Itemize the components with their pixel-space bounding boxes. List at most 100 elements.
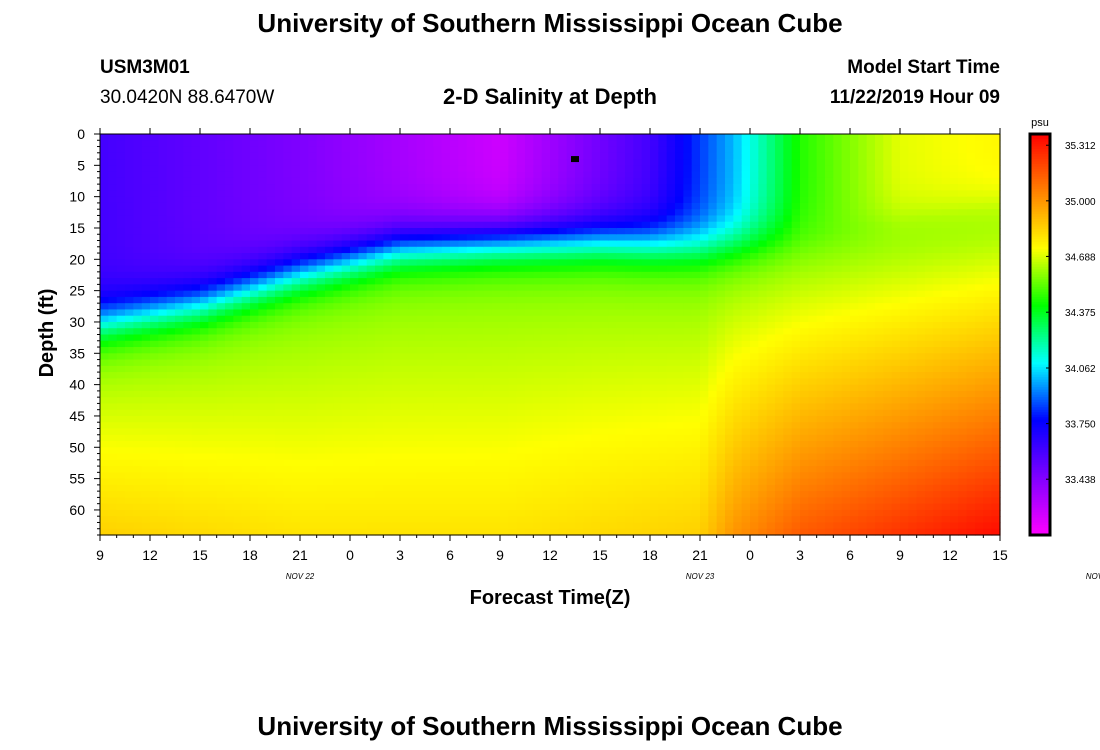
heatmap-cell: [591, 303, 601, 311]
heatmap-cell: [716, 340, 726, 348]
heatmap-cell: [233, 321, 243, 329]
heatmap-cell: [366, 497, 376, 505]
heatmap-cell: [158, 253, 168, 260]
heatmap-cell: [308, 184, 318, 191]
heatmap-cell: [616, 184, 626, 191]
heatmap-cell: [175, 503, 184, 511]
heatmap-cell: [583, 271, 593, 279]
heatmap-cell: [458, 528, 468, 536]
heatmap-cell: [550, 321, 559, 329]
heatmap-cell: [341, 240, 351, 248]
heatmap-cell: [516, 409, 526, 417]
heatmap-cell: [233, 209, 243, 217]
heatmap-cell: [166, 478, 176, 486]
heatmap-cell: [566, 447, 576, 455]
heatmap-cell: [475, 334, 484, 342]
heatmap-cell: [216, 422, 226, 430]
heatmap-cell: [116, 146, 126, 154]
heatmap-cell: [208, 334, 218, 342]
heatmap-cell: [208, 196, 218, 204]
heatmap-cell: [458, 353, 468, 361]
heatmap-cell: [125, 491, 134, 499]
heatmap-cell: [116, 253, 126, 260]
heatmap-cell: [683, 171, 693, 179]
heatmap-cell: [433, 384, 443, 392]
heatmap-cell: [308, 171, 318, 179]
heatmap-cell: [433, 190, 443, 198]
heatmap-cell: [183, 246, 193, 254]
heatmap-cell: [125, 278, 134, 285]
heatmap-cell: [708, 253, 718, 260]
heatmap-cell: [141, 509, 151, 517]
heatmap-cell: [108, 209, 118, 217]
heatmap-cell: [516, 271, 526, 279]
heatmap-cell: [516, 503, 526, 511]
heatmap-cell: [283, 284, 293, 292]
heatmap-cell: [250, 372, 259, 379]
heatmap-cell: [558, 215, 568, 223]
heatmap-cell: [441, 390, 451, 398]
heatmap-cell: [591, 321, 601, 329]
heatmap-cell: [625, 347, 634, 354]
heatmap-cell: [516, 215, 526, 223]
heatmap-cell: [641, 503, 651, 511]
heatmap-cell: [466, 259, 476, 267]
heatmap-cell: [541, 259, 551, 267]
heatmap-cell: [175, 522, 184, 530]
heatmap-cell: [575, 409, 584, 417]
heatmap-cell: [591, 290, 601, 298]
heatmap-cell: [533, 347, 543, 354]
heatmap-cell: [333, 497, 343, 505]
heatmap-cell: [625, 491, 634, 499]
heatmap-cell: [516, 234, 526, 242]
heatmap-cell: [266, 134, 276, 141]
heatmap-cell: [658, 303, 668, 311]
heatmap-cell: [458, 522, 468, 530]
heatmap-cell: [125, 227, 134, 235]
heatmap-cell: [208, 497, 218, 505]
heatmap-cell: [291, 497, 301, 505]
heatmap-cell: [466, 284, 476, 292]
heatmap-cell: [675, 265, 684, 273]
heatmap-cell: [641, 415, 651, 423]
heatmap-cell: [733, 177, 743, 185]
heatmap-cell: [158, 171, 168, 179]
heatmap-cell: [258, 340, 268, 348]
heatmap-cell: [508, 428, 518, 436]
heatmap-cell: [100, 484, 109, 492]
heatmap-cell: [666, 271, 676, 279]
heatmap-cell: [225, 271, 234, 279]
heatmap-cell: [575, 315, 584, 323]
heatmap-cell: [175, 478, 184, 486]
heatmap-cell: [191, 284, 201, 292]
heatmap-cell: [383, 284, 393, 292]
heatmap-cell: [291, 347, 301, 354]
heatmap-cell: [516, 422, 526, 430]
heatmap-cell: [225, 221, 234, 229]
heatmap-cell: [208, 271, 218, 279]
heatmap-cell: [633, 447, 643, 455]
heatmap-cell: [150, 403, 159, 411]
heatmap-cell: [408, 296, 418, 304]
heatmap-cell: [416, 246, 426, 254]
heatmap-cell: [316, 409, 326, 417]
heatmap-cell: [566, 234, 576, 242]
heatmap-cell: [591, 390, 601, 398]
heatmap-cell: [308, 265, 318, 273]
heatmap-cell: [233, 227, 243, 235]
heatmap-cell: [216, 209, 226, 217]
heatmap-cell: [400, 384, 409, 392]
heatmap-cell: [158, 422, 168, 430]
heatmap-cell: [741, 522, 751, 530]
heatmap-cell: [625, 296, 634, 304]
heatmap-cell: [258, 321, 268, 329]
heatmap-cell: [741, 202, 751, 210]
heatmap-cell: [641, 152, 651, 160]
heatmap-cell: [133, 221, 143, 229]
heatmap-cell: [683, 397, 693, 405]
heatmap-cell: [183, 278, 193, 285]
heatmap-cell: [625, 152, 634, 160]
heatmap-cell: [675, 397, 684, 405]
heatmap-cell: [400, 516, 409, 524]
heatmap-cell: [375, 184, 384, 191]
